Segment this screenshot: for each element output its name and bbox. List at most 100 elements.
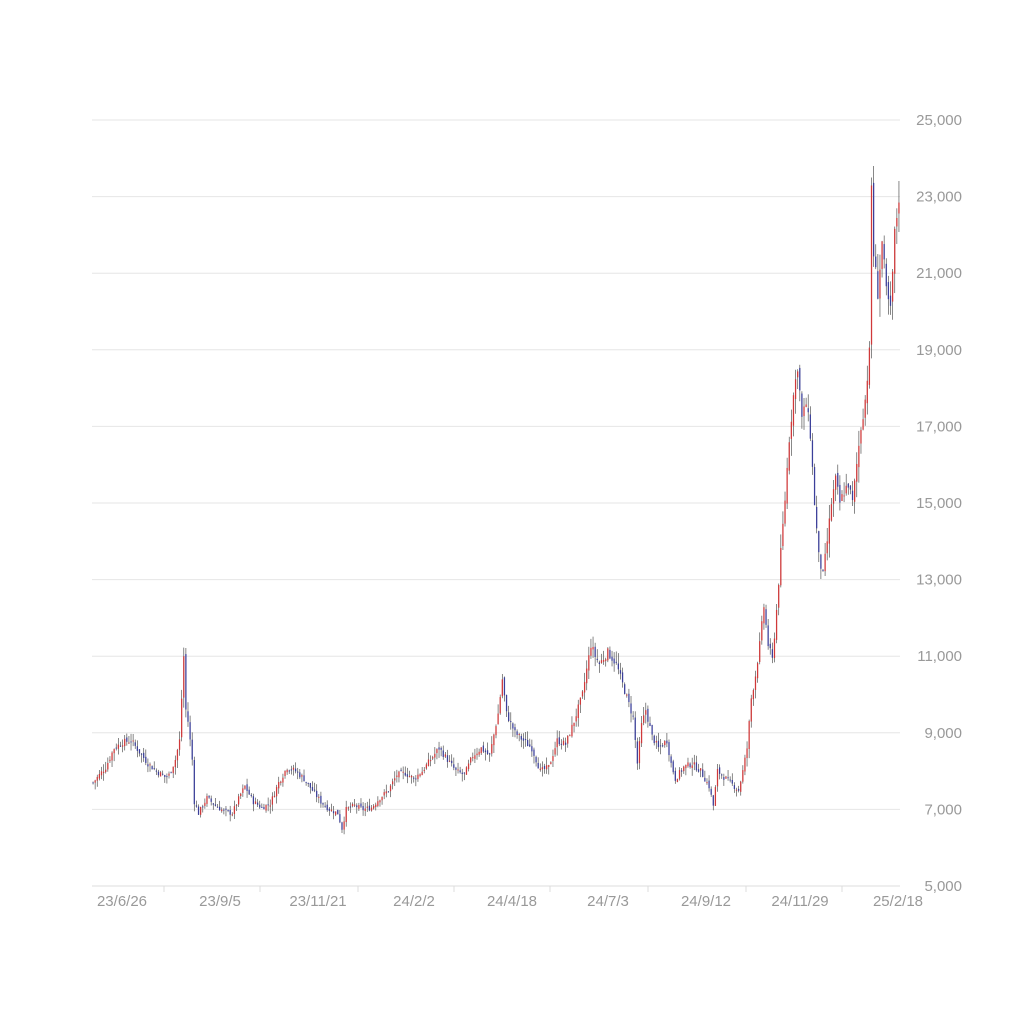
candle-body	[297, 771, 299, 773]
candle-body	[543, 765, 546, 769]
candle-body	[672, 761, 674, 773]
candle-body	[872, 182, 875, 257]
candle-body	[653, 735, 655, 744]
candle-body	[687, 762, 689, 767]
candle-body	[208, 795, 210, 798]
candle-body	[710, 788, 712, 795]
candle-body	[113, 749, 115, 754]
y-tick-label: 11,000	[917, 648, 962, 665]
candle-body	[294, 768, 297, 772]
candle-body	[301, 775, 303, 777]
candle-body	[252, 796, 255, 805]
candle-body	[419, 774, 421, 776]
candle-body	[143, 752, 145, 758]
candle-body	[735, 789, 738, 791]
candle-body	[138, 749, 141, 754]
candle-body	[197, 806, 200, 815]
candle-body	[588, 655, 590, 671]
candle-body	[839, 484, 841, 503]
candle-body	[533, 749, 535, 756]
candle-body	[805, 404, 807, 407]
candle-body	[894, 228, 896, 274]
candle-body	[501, 679, 503, 697]
candle-body	[324, 805, 326, 807]
candle-body	[571, 724, 573, 737]
candle-body	[877, 271, 879, 299]
candle-body	[172, 766, 174, 774]
candle-body	[128, 742, 130, 744]
y-tick-label: 9,000	[924, 725, 962, 742]
candle-body	[305, 781, 307, 783]
candle-body	[718, 767, 721, 774]
candle-body	[577, 704, 579, 719]
candle-body	[651, 725, 653, 735]
candle-body	[767, 625, 769, 647]
candle-body	[343, 821, 345, 830]
candle-body	[370, 807, 373, 811]
x-tick-label: 24/11/29	[771, 893, 828, 910]
candle-body	[373, 805, 375, 809]
candle-body	[267, 804, 269, 806]
candle-body	[200, 806, 202, 815]
candle-body	[467, 763, 470, 770]
candle-body	[410, 775, 413, 778]
candle-body	[375, 804, 377, 807]
candle-body	[159, 772, 162, 777]
candle-body	[313, 789, 316, 791]
candle-body	[524, 739, 527, 741]
candle-body	[400, 769, 402, 772]
candle-body	[98, 773, 101, 779]
candle-body	[750, 698, 752, 722]
candle-body	[444, 754, 447, 757]
candle-body	[178, 739, 181, 750]
candle-body	[508, 712, 510, 722]
candle-body	[115, 747, 117, 749]
candle-body	[157, 771, 160, 776]
candle-body	[569, 735, 571, 737]
candle-body	[254, 801, 257, 804]
candle-body	[668, 742, 670, 756]
candle-body	[564, 742, 567, 745]
candle-body	[459, 770, 461, 773]
candle-body	[408, 776, 411, 778]
candle-body	[216, 806, 219, 808]
candle-body	[307, 782, 309, 784]
candle-body	[478, 751, 480, 755]
candle-body	[354, 804, 356, 806]
y-tick-label: 19,000	[916, 342, 962, 359]
candle-body	[828, 518, 830, 544]
candle-body	[275, 787, 278, 797]
candle-body	[244, 785, 246, 789]
candle-body	[775, 609, 778, 640]
candle-body	[202, 806, 204, 808]
candle-body	[754, 676, 757, 690]
candle-body	[558, 737, 560, 745]
candle-body	[396, 775, 398, 777]
candle-body	[92, 782, 94, 784]
candle-body	[510, 721, 512, 723]
candle-body	[554, 748, 556, 755]
candle-body	[729, 779, 731, 781]
candle-body	[849, 485, 852, 490]
candle-body	[721, 774, 723, 776]
candle-body	[615, 661, 617, 663]
candle-body	[898, 202, 900, 214]
candle-body	[586, 668, 588, 684]
candle-body	[185, 654, 187, 710]
candle-body	[529, 744, 531, 747]
candle-body	[556, 738, 558, 748]
candle-body	[605, 659, 607, 661]
candle-body	[282, 777, 284, 783]
candle-body	[335, 811, 337, 815]
candle-body	[706, 782, 708, 784]
candle-body	[731, 780, 733, 784]
x-tick-label: 23/6/26	[97, 893, 147, 910]
candle-body	[841, 494, 843, 502]
candle-body	[647, 708, 649, 722]
candle-body	[231, 814, 233, 816]
candle-body	[797, 371, 799, 378]
candle-body	[356, 805, 358, 808]
y-tick-label: 17,000	[916, 418, 962, 435]
candle-body	[406, 774, 409, 777]
candle-body	[299, 772, 301, 778]
